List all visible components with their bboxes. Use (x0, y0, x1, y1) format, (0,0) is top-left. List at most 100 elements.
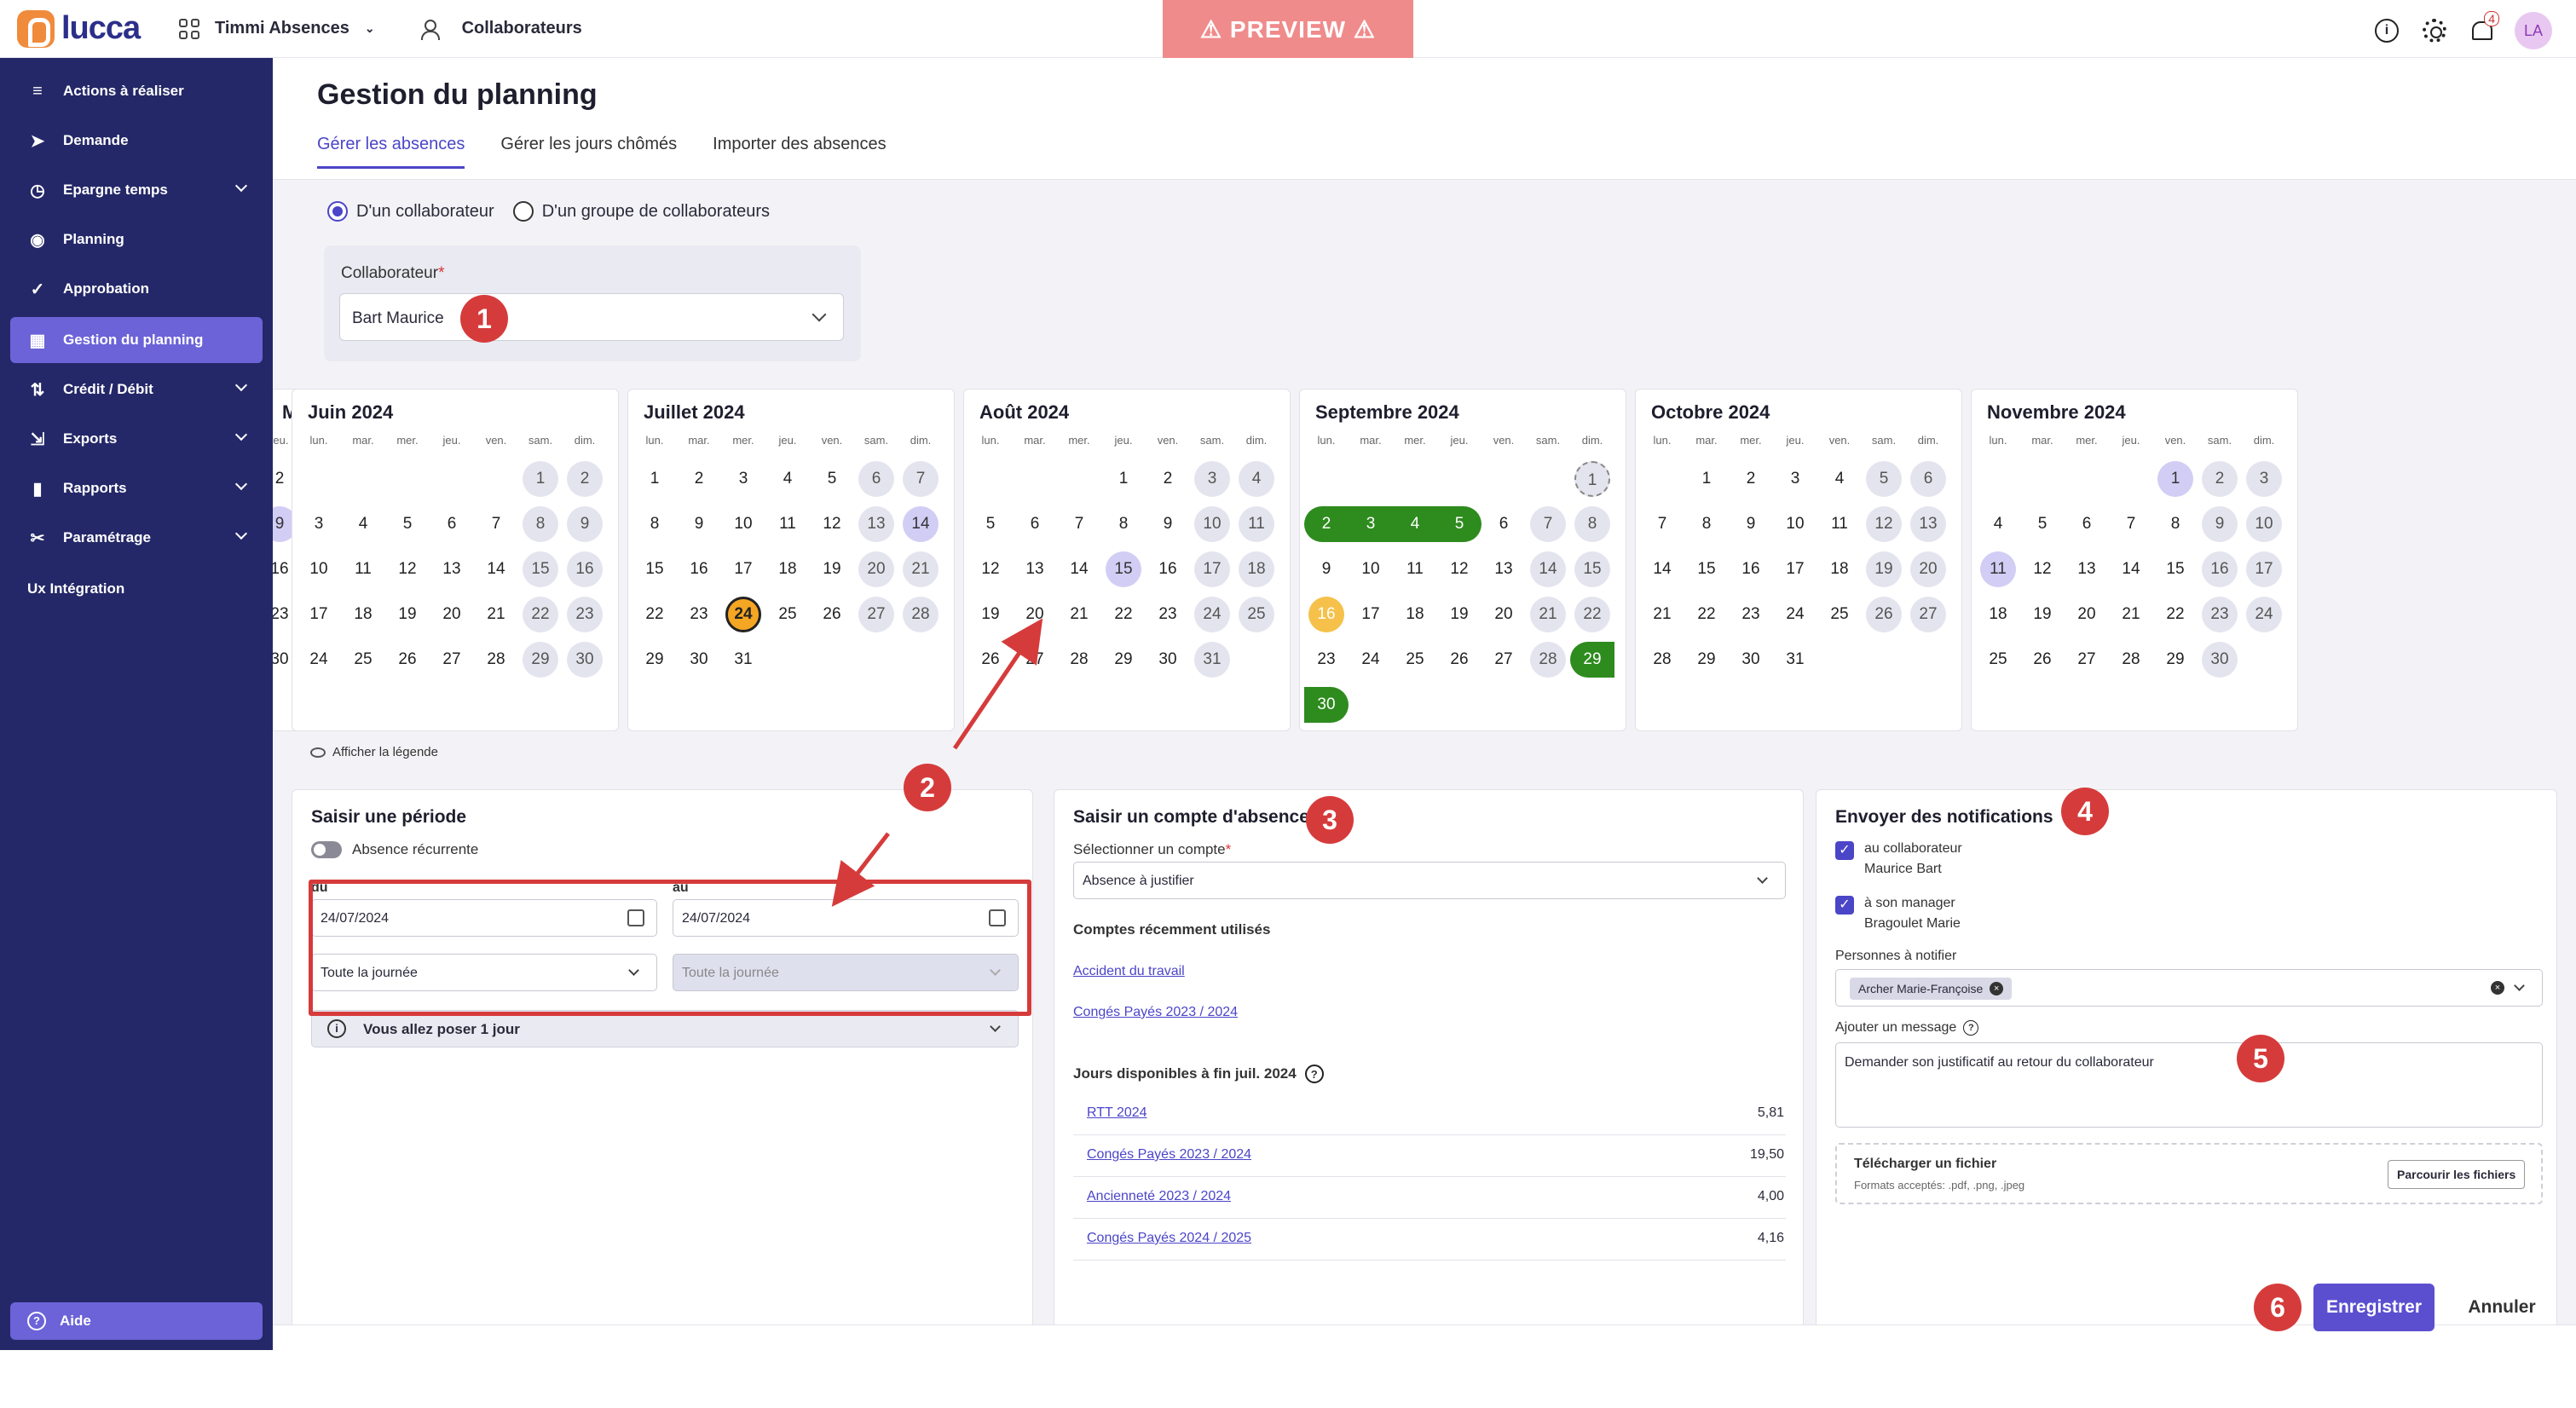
radio-collaborator-group[interactable]: D'un groupe de collaborateurs (512, 201, 770, 222)
calendar-day[interactable]: 26 (823, 605, 841, 623)
calendar-day[interactable]: 11 (779, 515, 796, 533)
gear-icon[interactable] (2423, 19, 2446, 43)
calendar-day[interactable]: 23 (1158, 605, 1177, 623)
calendar-day[interactable]: 22 (1697, 605, 1716, 623)
calendar-day[interactable]: 3 (738, 470, 748, 488)
calendar-day[interactable]: 22 (2166, 605, 2185, 623)
account-select[interactable]: Absence à justifier (1073, 862, 1786, 899)
radio-single-collaborator[interactable]: D'un collaborateur (327, 201, 494, 222)
calendar-day[interactable]: 13 (858, 506, 894, 542)
from-date-input[interactable]: 24/07/2024 (311, 899, 657, 937)
calendar-day[interactable]: 23 (690, 605, 708, 623)
calendar-day[interactable]: 9 (1321, 560, 1331, 578)
calendar-day[interactable]: 21 (903, 551, 939, 587)
tab-import-absences[interactable]: Importer des absences (713, 135, 887, 153)
calendar-day[interactable]: 12 (398, 560, 417, 578)
calendar-day[interactable]: 15 (1574, 551, 1610, 587)
calendar-day[interactable]: 10 (1194, 506, 1230, 542)
sidebar-item[interactable]: ▦ Gestion du planning (10, 317, 263, 363)
clear-icon[interactable]: × (2491, 981, 2504, 995)
calendar-day[interactable]: 3 (1349, 506, 1393, 542)
sidebar-item[interactable]: ◉ Planning (10, 216, 263, 263)
calendar-day[interactable]: 13 (1910, 506, 1946, 542)
calendar-day[interactable]: 20 (1025, 605, 1044, 623)
calendar-day[interactable]: 30 (1304, 687, 1349, 723)
help-button[interactable]: ? Aide (10, 1302, 263, 1340)
calendar-day[interactable]: 21 (487, 605, 505, 623)
calendar-day[interactable]: 5 (2037, 515, 2048, 533)
calendar-day[interactable]: 25 (1989, 650, 2007, 668)
calendar-day[interactable]: 23 (273, 605, 289, 623)
calendar-day[interactable]: 4 (1834, 470, 1845, 488)
calendar-day[interactable]: 12 (981, 560, 1000, 578)
calendar-day[interactable]: 13 (1494, 560, 1513, 578)
calendar-day[interactable]: 13 (2077, 560, 2096, 578)
calendar-day[interactable]: 9 (694, 515, 704, 533)
calendar-day[interactable]: 28 (903, 597, 939, 632)
balance-account-link[interactable]: Congés Payés 2024 / 2025 (1087, 1231, 1252, 1245)
calendar-day[interactable]: 31 (1786, 650, 1805, 668)
calendar-day[interactable]: 30 (1158, 650, 1177, 668)
balance-account-link[interactable]: RTT 2024 (1087, 1105, 1147, 1120)
help-icon[interactable]: ? (1304, 1065, 1324, 1083)
calendar-day[interactable]: 2 (694, 470, 704, 488)
calendar-day[interactable]: 13 (1025, 560, 1044, 578)
calendar-day[interactable]: 4 (1393, 506, 1437, 542)
message-textarea[interactable]: Demander son justificatif au retour du c… (1835, 1042, 2543, 1128)
sidebar-item[interactable]: ≡ Actions à réaliser (10, 68, 263, 114)
calendar-day[interactable]: 19 (1866, 551, 1902, 587)
chevron-down-icon[interactable] (990, 1021, 1001, 1032)
calendar-day[interactable]: 18 (778, 560, 797, 578)
calendar-day[interactable]: 19 (398, 605, 417, 623)
notify-collab-checkbox[interactable]: ✓ (1835, 841, 1854, 860)
calendar-day[interactable]: 12 (1450, 560, 1469, 578)
calendar-day[interactable]: 27 (1910, 597, 1946, 632)
info-icon[interactable]: i (2375, 19, 2399, 43)
calendar-day[interactable]: 6 (2082, 515, 2092, 533)
browse-files-button[interactable]: Parcourir les fichiers (2388, 1160, 2526, 1189)
calendar-day[interactable]: 30 (1741, 650, 1760, 668)
calendar-day[interactable]: 14 (1653, 560, 1672, 578)
calendar-day[interactable]: 12 (823, 515, 841, 533)
app-name[interactable]: Timmi Absences (215, 19, 349, 38)
calendar-day[interactable]: 8 (1574, 506, 1610, 542)
calendar-day[interactable]: 29 (1697, 650, 1716, 668)
recurring-toggle[interactable] (311, 841, 342, 858)
calendar-day[interactable]: 5 (402, 515, 413, 533)
balance-account-link[interactable]: Ancienneté 2023 / 2024 (1087, 1189, 1232, 1203)
days-info-bar[interactable]: i Vous allez poser 1 jour (311, 1010, 1019, 1047)
calendar-day[interactable]: 27 (858, 597, 894, 632)
calendar-day[interactable]: 23 (1317, 650, 1336, 668)
calendar-day[interactable]: 4 (1993, 515, 2003, 533)
from-time-select[interactable]: Toute la journée (311, 954, 657, 991)
calendar-day[interactable]: 17 (1786, 560, 1805, 578)
calendar-day[interactable]: 6 (1499, 515, 1509, 533)
calendar-day[interactable]: 1 (1574, 461, 1610, 497)
calendar-day[interactable]: 30 (690, 650, 708, 668)
calendar-day[interactable]: 1 (1118, 470, 1129, 488)
calendar-day[interactable]: 7 (903, 461, 939, 497)
calendar-day[interactable]: 3 (314, 515, 324, 533)
calendar-day[interactable]: 4 (358, 515, 368, 533)
calendar-day[interactable]: 26 (398, 650, 417, 668)
calendar-day[interactable]: 26 (981, 650, 1000, 668)
calendar-day[interactable]: 9 (567, 506, 603, 542)
calendar-day[interactable]: 23 (2202, 597, 2238, 632)
calendar-day[interactable]: 16 (273, 560, 289, 578)
calendar-day[interactable]: 7 (491, 515, 501, 533)
calendar-day[interactable]: 14 (1070, 560, 1089, 578)
calendar-day[interactable]: 2 (567, 461, 603, 497)
calendar-day[interactable]: 8 (523, 506, 558, 542)
persons-select[interactable]: Archer Marie-Françoise × × (1835, 969, 2543, 1007)
calendar-day[interactable]: 16 (1308, 597, 1344, 632)
calendar-day[interactable]: 29 (1114, 650, 1133, 668)
calendar-day[interactable]: 17 (734, 560, 753, 578)
calendar-day[interactable]: 28 (487, 650, 505, 668)
tab-manage-holidays[interactable]: Gérer les jours chômés (500, 135, 678, 153)
calendar-day[interactable]: 26 (1450, 650, 1469, 668)
calendar-day[interactable]: 24 (1194, 597, 1230, 632)
calendar-day[interactable]: 16 (690, 560, 708, 578)
calendar-day[interactable]: 1 (1701, 470, 1712, 488)
cancel-button[interactable]: Annuler (2468, 1297, 2536, 1317)
calendar-day[interactable]: 20 (1494, 605, 1513, 623)
